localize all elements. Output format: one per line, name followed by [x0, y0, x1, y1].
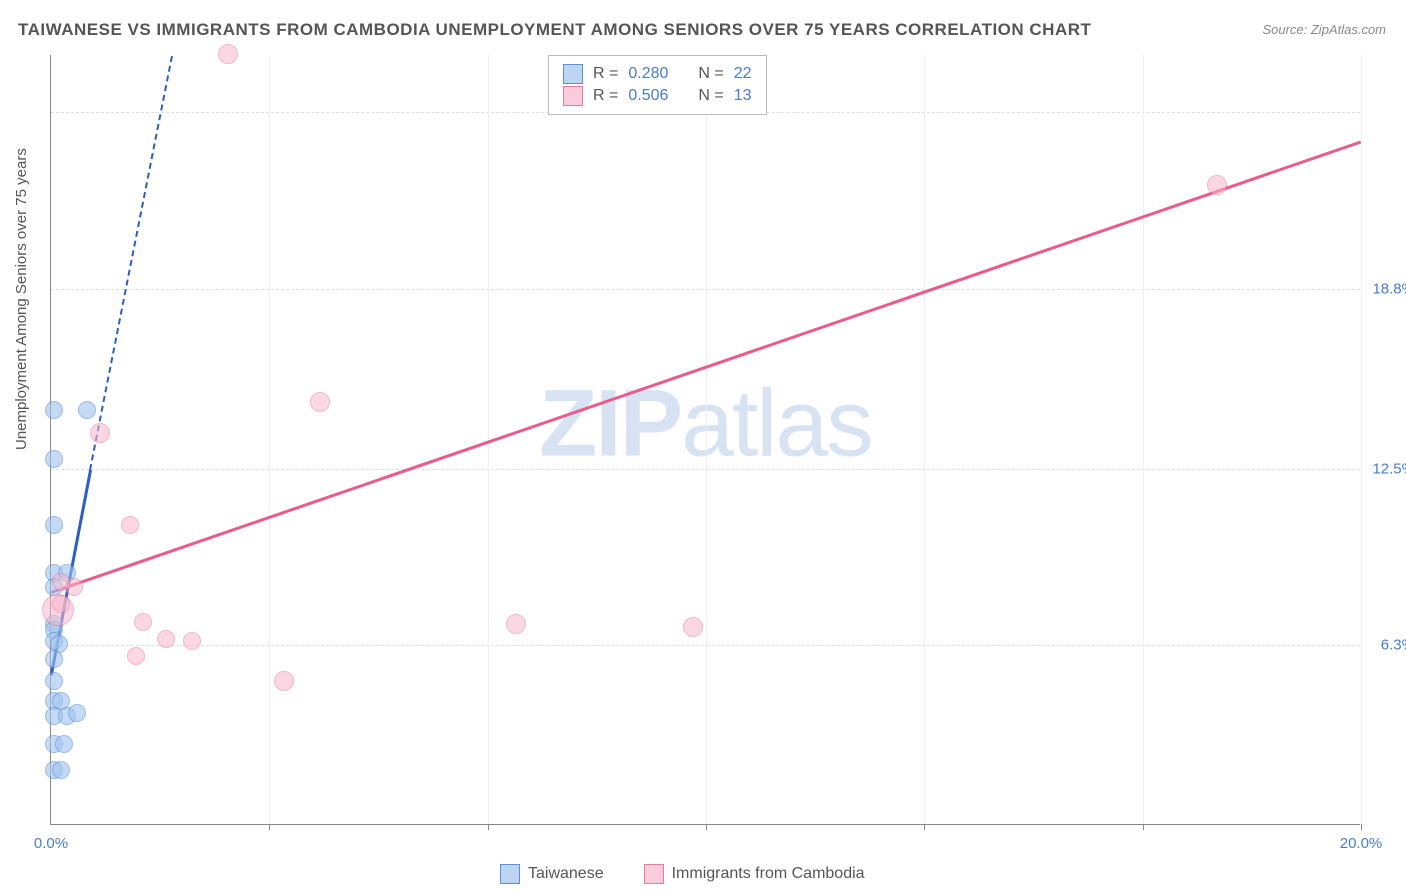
x-tick-mark — [706, 824, 707, 830]
chart-title: TAIWANESE VS IMMIGRANTS FROM CAMBODIA UN… — [18, 20, 1091, 40]
x-tick-label: 0.0% — [34, 835, 68, 852]
scatter-point — [157, 630, 175, 648]
scatter-point — [183, 632, 201, 650]
y-tick-label: 6.3% — [1381, 637, 1406, 654]
scatter-point — [218, 44, 238, 64]
x-tick-mark — [1143, 824, 1144, 830]
y-tick-label: 18.8% — [1372, 280, 1406, 297]
scatter-point — [683, 617, 703, 637]
y-tick-label: 12.5% — [1372, 460, 1406, 477]
stats-legend: R = 0.280 N = 22 R = 0.506 N = 13 — [548, 55, 767, 115]
scatter-point — [65, 578, 83, 596]
x-tick-mark — [488, 824, 489, 830]
r-value-taiwanese: 0.280 — [628, 65, 668, 83]
gridline-vertical — [269, 55, 270, 824]
scatter-point — [55, 735, 73, 753]
scatter-point — [45, 672, 63, 690]
scatter-point — [52, 595, 70, 613]
gridline-vertical — [1143, 55, 1144, 824]
plot-area: ZIPatlas 6.3%12.5%18.8%0.0%20.0% — [50, 55, 1360, 825]
r-label: R = — [593, 65, 618, 83]
bottom-legend: Taiwanese Immigrants from Cambodia — [500, 864, 865, 884]
x-tick-mark — [924, 824, 925, 830]
swatch-blue — [500, 864, 520, 884]
scatter-point — [52, 761, 70, 779]
gridline-vertical — [706, 55, 707, 824]
n-value-cambodia: 13 — [734, 87, 752, 105]
scatter-point — [45, 650, 63, 668]
stats-row-cambodia: R = 0.506 N = 13 — [563, 86, 752, 106]
scatter-point — [45, 401, 63, 419]
legend-label-cambodia: Immigrants from Cambodia — [672, 865, 865, 883]
scatter-point — [506, 614, 526, 634]
scatter-point — [127, 647, 145, 665]
n-label: N = — [698, 87, 723, 105]
legend-item-cambodia: Immigrants from Cambodia — [644, 864, 865, 884]
stats-row-taiwanese: R = 0.280 N = 22 — [563, 64, 752, 84]
scatter-point — [45, 450, 63, 468]
swatch-pink — [644, 864, 664, 884]
n-label: N = — [698, 65, 723, 83]
scatter-point — [134, 613, 152, 631]
scatter-point — [310, 392, 330, 412]
scatter-point — [68, 704, 86, 722]
r-label: R = — [593, 87, 618, 105]
x-tick-mark — [1361, 824, 1362, 830]
scatter-point — [1207, 175, 1227, 195]
x-tick-mark — [269, 824, 270, 830]
n-value-taiwanese: 22 — [734, 65, 752, 83]
correlation-chart: TAIWANESE VS IMMIGRANTS FROM CAMBODIA UN… — [0, 0, 1406, 892]
scatter-point — [78, 401, 96, 419]
gridline-vertical — [1361, 55, 1362, 824]
scatter-point — [90, 423, 110, 443]
trend-line-dashed — [89, 56, 173, 470]
scatter-point — [274, 671, 294, 691]
scatter-point — [45, 516, 63, 534]
swatch-blue — [563, 64, 583, 84]
r-value-cambodia: 0.506 — [628, 87, 668, 105]
y-axis-label: Unemployment Among Seniors over 75 years — [13, 148, 30, 450]
chart-source: Source: ZipAtlas.com — [1262, 22, 1386, 37]
legend-item-taiwanese: Taiwanese — [500, 864, 604, 884]
x-tick-label: 20.0% — [1340, 835, 1383, 852]
gridline-vertical — [924, 55, 925, 824]
legend-label-taiwanese: Taiwanese — [528, 865, 604, 883]
swatch-pink — [563, 86, 583, 106]
scatter-point — [121, 516, 139, 534]
